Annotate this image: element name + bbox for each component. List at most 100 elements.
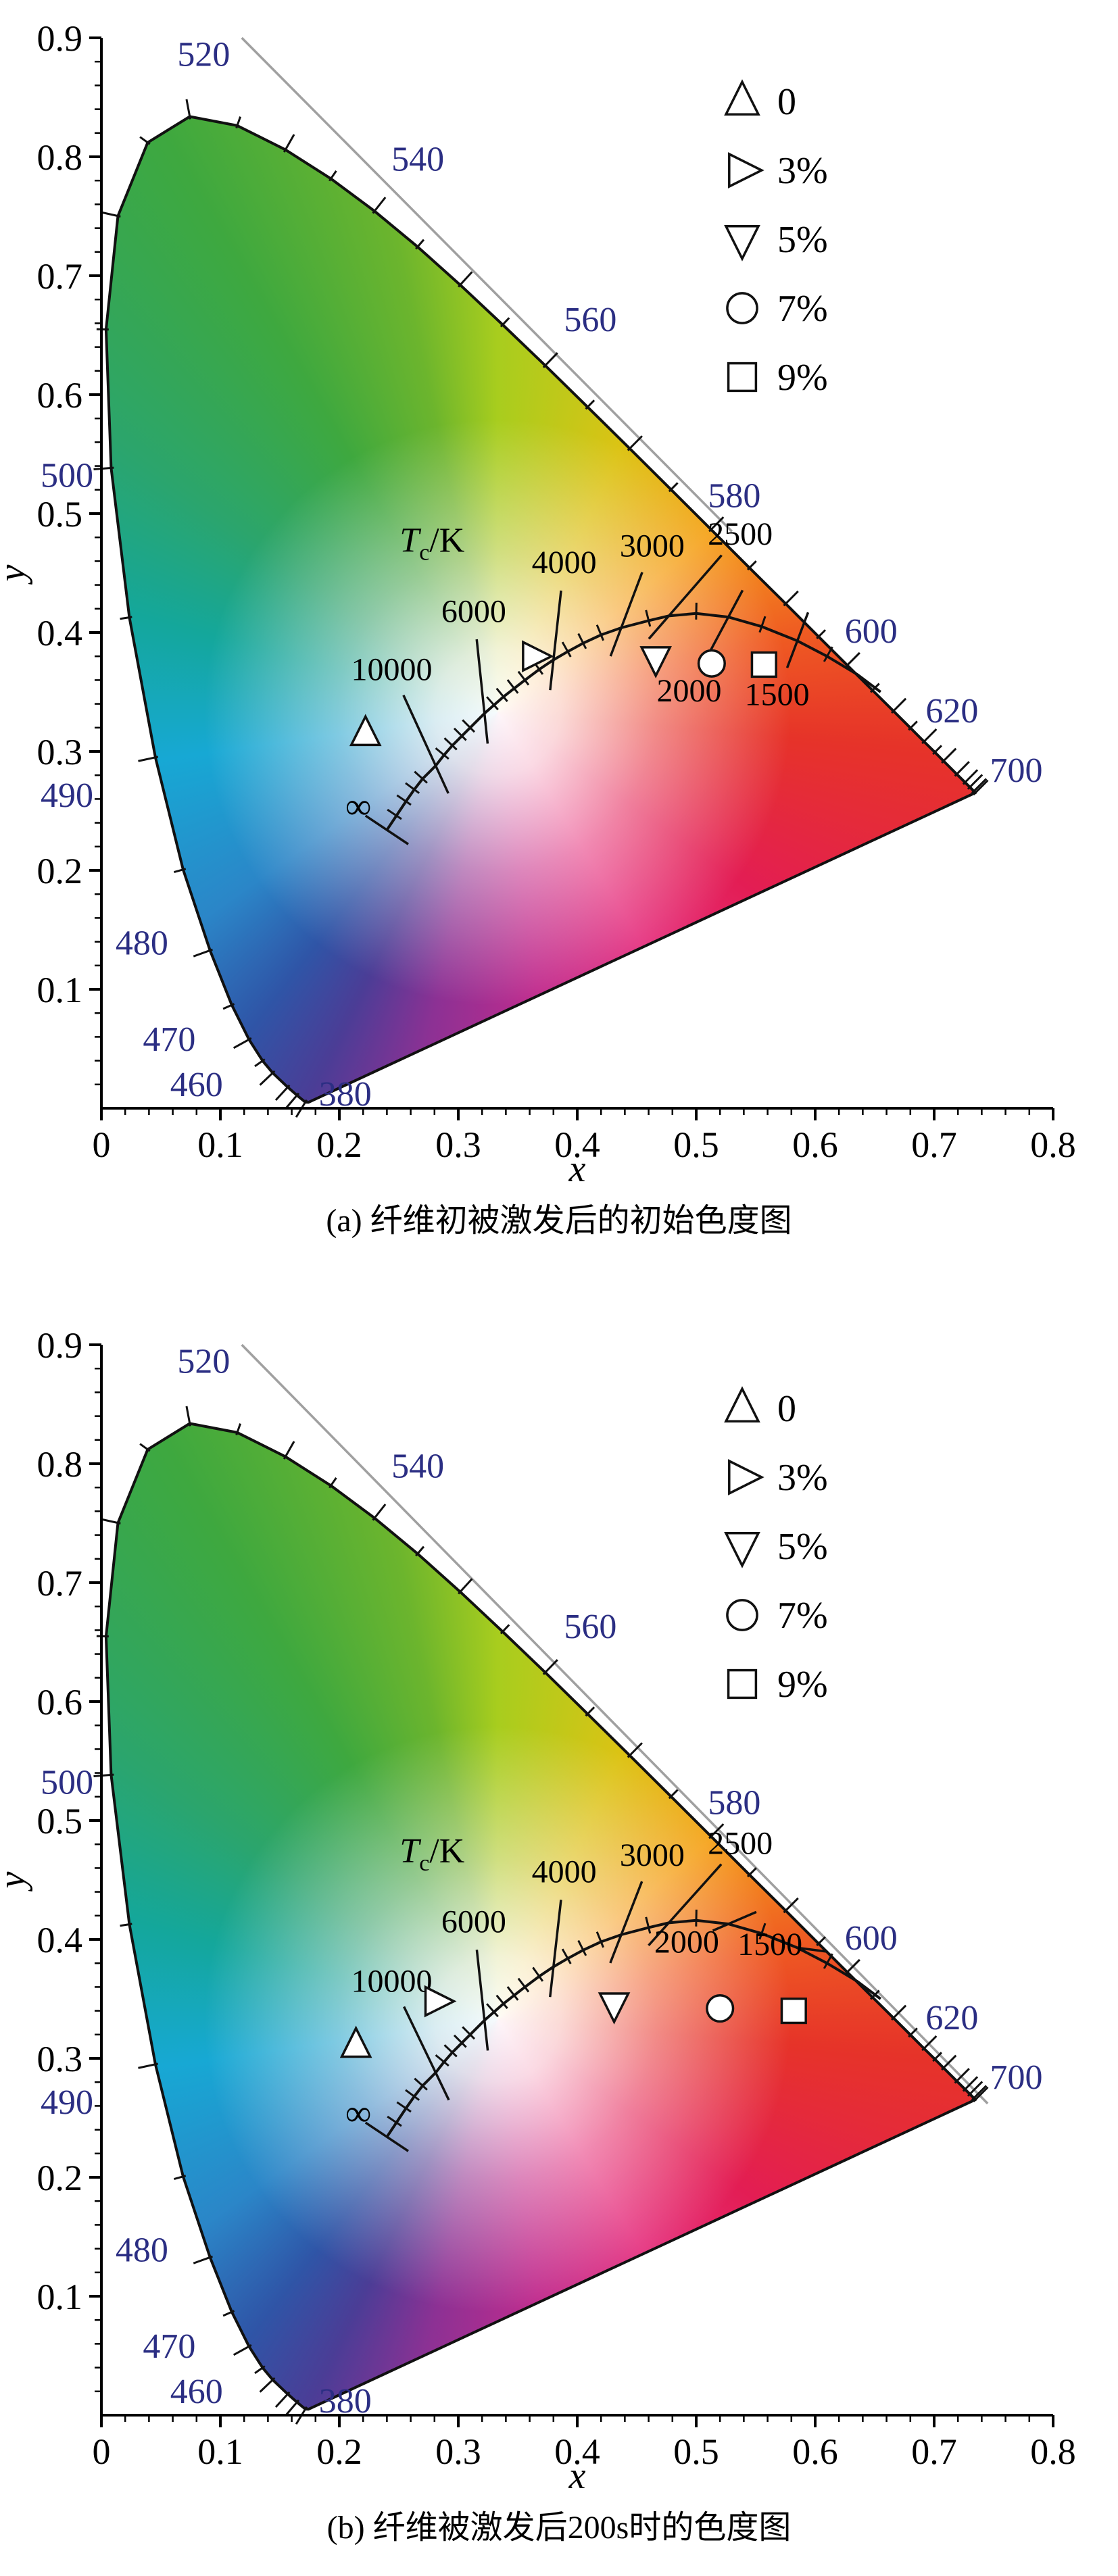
wavelength-tick bbox=[941, 2054, 957, 2071]
data-point-circle bbox=[697, 649, 726, 678]
wavelength-tick bbox=[844, 651, 860, 668]
y-tick-label: 0.8 bbox=[37, 1444, 83, 1485]
x-tick-label: 0.8 bbox=[1030, 2431, 1076, 2472]
wavelength-tick bbox=[458, 1578, 473, 1595]
wavelength-tick bbox=[967, 2081, 983, 2097]
x-tick-label: 0 bbox=[93, 2431, 111, 2472]
wavelength-tick bbox=[185, 1406, 191, 1427]
isotherm-tick bbox=[443, 2044, 458, 2058]
isotherm-tick bbox=[453, 2034, 467, 2048]
isotherm-tick bbox=[414, 2077, 428, 2091]
legend-label: 9% bbox=[777, 1664, 828, 1706]
isotherm-tick bbox=[405, 2089, 420, 2101]
isotherm-line bbox=[609, 1881, 643, 1964]
legend-symbol-triangle-down bbox=[724, 1532, 760, 1568]
wavelength-tick bbox=[816, 1936, 827, 1947]
wavelength-label: 470 bbox=[143, 2327, 195, 2366]
x-tick-label: 0.7 bbox=[911, 2431, 957, 2472]
data-point-triangle-down bbox=[639, 646, 672, 678]
wavelength-label: 580 bbox=[708, 1784, 760, 1823]
legend-symbol-triangle-right bbox=[728, 152, 764, 189]
y-tick-label: 0.9 bbox=[37, 18, 83, 59]
wavelength-tick bbox=[193, 948, 213, 958]
isotherm-tick bbox=[823, 1953, 833, 1969]
wavelength-tick bbox=[254, 2365, 266, 2375]
legend-label: 5% bbox=[777, 1526, 828, 1568]
isotherm-line bbox=[403, 2006, 450, 2101]
data-point-triangle-up bbox=[339, 2025, 372, 2058]
temperature-label: 2000 bbox=[656, 673, 721, 709]
isotherm-line bbox=[402, 695, 449, 794]
isotherm-tick bbox=[486, 2003, 499, 2018]
y-tick-label: 0.1 bbox=[37, 970, 83, 1010]
tc-label: Tc/K bbox=[399, 1832, 464, 1876]
reference-line bbox=[241, 1343, 989, 2105]
isotherm-tick bbox=[414, 770, 428, 784]
x-axis-title: x bbox=[568, 2455, 586, 2496]
isotherm-tick bbox=[517, 1977, 530, 1993]
isotherm-tick bbox=[561, 641, 572, 658]
wavelength-tick bbox=[708, 516, 725, 532]
isotherm-tick bbox=[435, 2054, 449, 2067]
wavelength-tick bbox=[138, 756, 159, 762]
y-axis-title: y bbox=[0, 1871, 33, 1891]
temperature-label: 6000 bbox=[441, 593, 506, 629]
wavelength-tick bbox=[816, 629, 827, 640]
wavelength-label: 540 bbox=[391, 1447, 444, 1486]
wavelength-tick bbox=[921, 728, 938, 745]
legend-label: 3% bbox=[777, 1457, 828, 1499]
legend-symbol-triangle-down bbox=[724, 225, 760, 262]
temperature-label: 2500 bbox=[708, 516, 773, 552]
isotherm-tick bbox=[495, 1994, 508, 2009]
legend-symbol-circle bbox=[726, 292, 758, 324]
legend-symbol-square bbox=[727, 362, 758, 393]
wavelength-tick bbox=[283, 1441, 295, 1460]
isotherm-tick bbox=[758, 616, 767, 633]
data-point-square bbox=[750, 651, 777, 678]
y-tick-label: 0.7 bbox=[37, 256, 83, 297]
wavelength-tick bbox=[100, 1518, 121, 1525]
legend-label: 7% bbox=[777, 1595, 828, 1637]
isotherm-tick bbox=[561, 1948, 572, 1964]
legend-label: 3% bbox=[777, 150, 828, 192]
wavelength-label: 480 bbox=[116, 924, 168, 962]
data-point-triangle-right bbox=[522, 640, 554, 673]
legend-label: 0 bbox=[777, 81, 796, 123]
wavelength-label: 500 bbox=[41, 1764, 93, 1802]
temperature-label: 4000 bbox=[532, 545, 597, 580]
isotherm-line bbox=[712, 1910, 757, 1932]
isotherm-tick bbox=[405, 782, 420, 794]
wavelength-tick bbox=[954, 2068, 970, 2084]
data-point-circle bbox=[706, 1994, 735, 2023]
data-point-triangle-right bbox=[424, 1985, 457, 2018]
isotherm-line bbox=[648, 554, 723, 640]
data-point-square bbox=[780, 1998, 807, 2025]
wavelength-tick bbox=[500, 317, 510, 328]
temperature-label: 10000 bbox=[351, 1964, 432, 2000]
wavelength-tick bbox=[668, 1789, 679, 1800]
x-tick-label: 0.6 bbox=[792, 2431, 838, 2472]
wavelength-tick bbox=[890, 2004, 907, 2021]
wavelength-tick bbox=[233, 1037, 252, 1049]
y-tick-label: 0.4 bbox=[37, 613, 83, 653]
isotherm-tick bbox=[495, 687, 508, 702]
isotherm-tick bbox=[453, 727, 467, 741]
isotherm-tick bbox=[443, 737, 458, 751]
isotherm-tick bbox=[596, 624, 604, 641]
wavelength-label: 620 bbox=[925, 692, 978, 730]
wavelength-tick bbox=[585, 1706, 596, 1717]
chart-area-a: 520 540 560 580 600 620 700 500 490 480 470 460 380 0… bbox=[0, 0, 1118, 1189]
wavelength-label: 490 bbox=[41, 2083, 93, 2122]
wavelength-tick bbox=[100, 211, 121, 218]
temperature-label: 2500 bbox=[708, 1825, 773, 1861]
wavelength-tick bbox=[328, 170, 337, 182]
wavelength-label: 500 bbox=[41, 457, 93, 495]
wavelength-tick bbox=[120, 1923, 132, 1927]
infinity-tick bbox=[364, 814, 409, 845]
x-tick-label: 0.3 bbox=[435, 1124, 481, 1165]
wavelength-tick bbox=[962, 2076, 979, 2092]
wavelength-tick bbox=[627, 1742, 643, 1758]
